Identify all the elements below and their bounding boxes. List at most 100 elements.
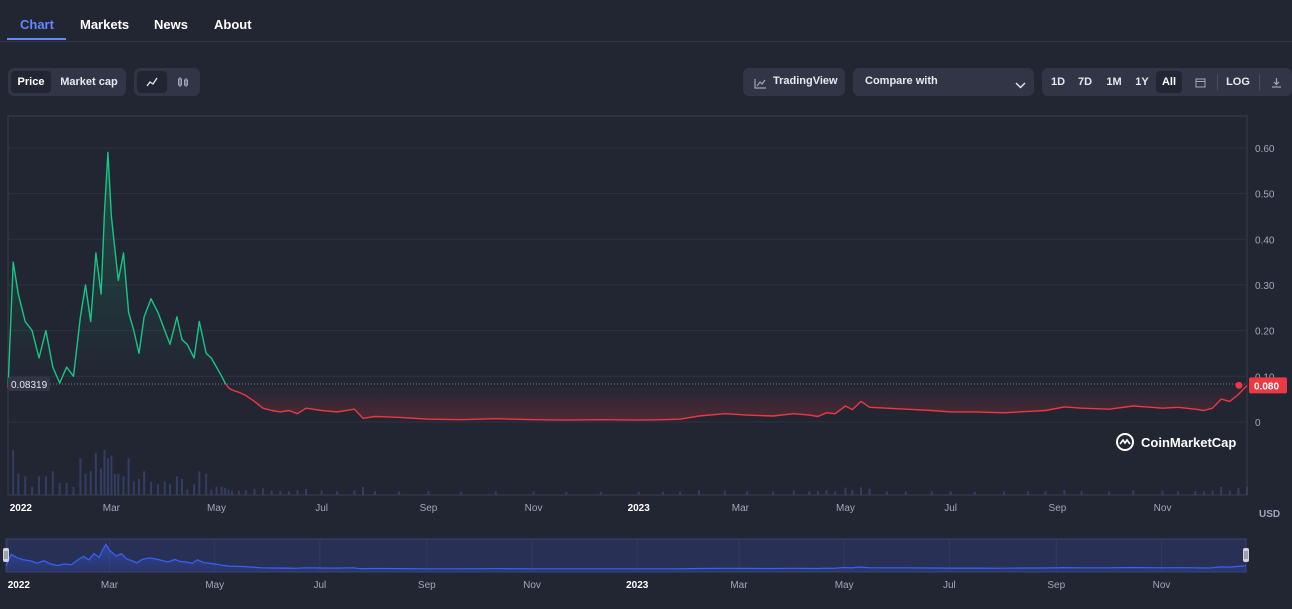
volume-bar — [224, 488, 227, 495]
tab-markets[interactable]: Markets — [80, 17, 130, 32]
navigator-axis-labels: 2022 Mar May Jul Sep Nov 2023 Mar May Jul Sep Nov — [8, 580, 1171, 591]
navigator-tick-label: Nov — [1153, 580, 1171, 591]
up-line — [7, 151, 227, 385]
y-tick-label: 0.10 — [1255, 372, 1275, 383]
volume-bar — [1003, 491, 1006, 495]
x-tick-label: 2022 — [10, 503, 33, 514]
x-tick-label: Nov — [525, 503, 543, 514]
volume-bar — [844, 487, 847, 495]
range-toolbar: 1D 7D 1M 1Y All LOG — [1042, 68, 1292, 96]
coinmarketcap-logo-icon — [1116, 433, 1134, 451]
volume-bar — [746, 491, 749, 495]
x-tick-label: Jul — [944, 503, 957, 514]
range-1d-button[interactable]: 1D — [1050, 76, 1066, 88]
candlestick-icon[interactable] — [169, 71, 197, 93]
volume-bar — [270, 490, 273, 495]
volume-bar — [825, 489, 828, 495]
volume-bar — [72, 486, 75, 495]
volume-bar — [127, 458, 130, 495]
x-tick-label: Mar — [103, 503, 121, 514]
up-area — [8, 152, 226, 384]
volume-bar — [181, 479, 184, 495]
current-price-tag — [1249, 377, 1287, 394]
y-tick-label: 0.40 — [1255, 235, 1275, 246]
volume-bar — [58, 482, 61, 495]
log-scale-button[interactable]: LOG — [1226, 76, 1250, 88]
range-1m-button[interactable]: 1M — [1106, 76, 1122, 88]
volume-bar — [215, 486, 218, 495]
volume-bar — [117, 473, 120, 495]
range-7d-button[interactable]: 7D — [1077, 76, 1093, 88]
y-tick-label: 0.60 — [1255, 144, 1275, 155]
current-price-label: 0.080 — [1254, 381, 1279, 392]
y-tick-label: 0.30 — [1255, 281, 1275, 292]
toolbar-divider — [1217, 74, 1218, 90]
toolbar-divider — [1259, 74, 1260, 90]
range-all-button[interactable]: All — [1156, 71, 1182, 93]
volume-bar — [1228, 490, 1231, 495]
x-tick-label: Sep — [420, 503, 438, 514]
volume-bar — [262, 488, 265, 495]
volume-bar — [175, 476, 178, 495]
coinmarketcap-watermark: CoinMarketCap — [1115, 432, 1236, 452]
top-nav: Chart Markets News About — [0, 0, 1292, 42]
volume-bar — [851, 489, 854, 495]
volume-bar — [198, 471, 201, 495]
navigator-line — [5, 543, 1247, 570]
tradingview-button[interactable]: TradingView — [743, 68, 845, 96]
volume-bar — [168, 484, 171, 495]
volume-bar — [834, 491, 837, 495]
y-tick-label: 0 — [1255, 418, 1261, 429]
volume-bar — [132, 481, 135, 495]
download-icon[interactable] — [1264, 71, 1288, 93]
volume-bar — [792, 490, 795, 495]
volume-bar — [374, 490, 377, 495]
volume-bars — [12, 450, 1248, 495]
volume-bar — [885, 491, 888, 495]
down-line — [225, 383, 1248, 421]
tradingview-icon — [754, 76, 767, 94]
price-line — [7, 151, 1248, 421]
grid-lines — [8, 147, 1247, 423]
volume-bar — [253, 488, 256, 495]
navigator-handle — [3, 548, 9, 562]
volume-bar — [106, 458, 109, 495]
volume-bar — [1161, 490, 1164, 495]
compare-with-select[interactable]: Compare with — [853, 68, 1034, 96]
x-tick-label: Mar — [732, 503, 750, 514]
baseline-label-bg — [8, 376, 50, 391]
market-cap-button[interactable]: Market cap — [60, 76, 118, 88]
volume-bar — [38, 476, 41, 495]
volume-bar — [100, 468, 103, 495]
navigator-tick-label: May — [205, 580, 224, 591]
volume-bar — [186, 489, 189, 495]
volume-bar — [1177, 491, 1180, 495]
volume-bar — [679, 491, 682, 495]
tab-news[interactable]: News — [154, 17, 188, 32]
volume-bar — [772, 491, 775, 495]
volume-bar — [973, 492, 976, 495]
volume-bar — [1063, 489, 1066, 495]
volume-bar — [287, 491, 290, 495]
volume-bar — [1080, 491, 1083, 495]
line-chart-icon[interactable] — [137, 71, 167, 93]
navigator-area — [6, 544, 1246, 572]
navigator-tick-label: 2023 — [626, 580, 649, 591]
range-1y-button[interactable]: 1Y — [1135, 76, 1149, 88]
tab-about[interactable]: About — [214, 17, 252, 32]
volume-bar — [89, 471, 92, 495]
volume-bar — [460, 491, 463, 495]
volume-bar — [1237, 488, 1240, 495]
volume-bar — [1194, 490, 1197, 495]
volume-bar — [859, 487, 862, 495]
calendar-icon[interactable] — [1188, 71, 1212, 93]
volume-bar — [279, 491, 282, 495]
navigator-tick-label: Jul — [313, 580, 326, 591]
price-button[interactable]: Price — [11, 71, 51, 93]
volume-bar — [816, 491, 819, 495]
volume-bar — [113, 473, 116, 495]
volume-bar — [532, 491, 535, 495]
volume-bar — [205, 473, 208, 495]
volume-bar — [163, 481, 166, 495]
tab-chart[interactable]: Chart — [20, 17, 54, 32]
